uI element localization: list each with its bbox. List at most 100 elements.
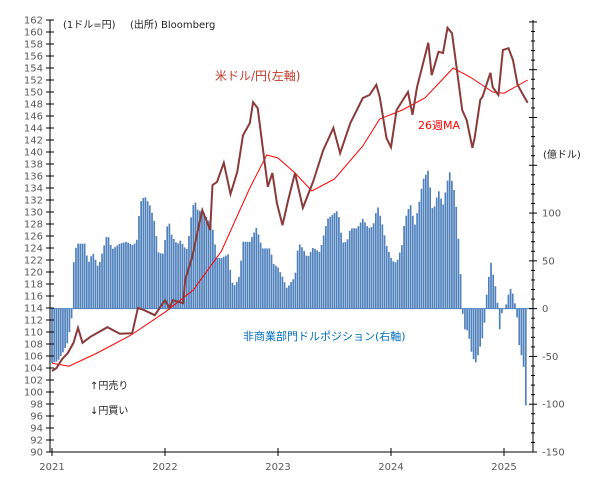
left-tick-label: 152 [24, 76, 43, 87]
left-tick-label: 150 [24, 88, 43, 99]
usdjpy-series-label: 米ドル/円(左軸) [215, 68, 300, 83]
right-tick-label: 100 [542, 209, 561, 220]
position-bar [342, 242, 345, 309]
left-tick-label: 120 [24, 268, 43, 279]
position-bar [296, 250, 299, 309]
position-bar [181, 244, 184, 309]
position-bar [183, 247, 186, 309]
position-bar [314, 248, 316, 309]
position-bar [403, 226, 405, 309]
position-bar [261, 248, 264, 309]
position-bar [196, 209, 199, 309]
left-tick-label: 96 [30, 412, 43, 423]
position-bar [146, 201, 149, 309]
position-bar [401, 245, 403, 309]
position-bar [85, 255, 88, 309]
position-bar [279, 272, 282, 309]
left-tick-label: 92 [30, 436, 43, 447]
position-bar [144, 197, 147, 309]
position-bar [309, 251, 312, 309]
position-bar [464, 308, 466, 330]
position-bar [142, 197, 145, 309]
position-bar [472, 308, 475, 360]
position-bar [325, 226, 327, 309]
position-bar [246, 241, 249, 309]
position-bar [138, 215, 140, 309]
source-label: (出所) Bloomberg [130, 18, 215, 31]
position-bar [188, 235, 190, 309]
left-tick-label: 108 [24, 340, 43, 351]
position-bar [424, 174, 427, 309]
position-bar [235, 281, 238, 309]
position-bar [398, 252, 401, 309]
position-bar [90, 256, 93, 309]
position-bar [429, 187, 432, 309]
position-bar [248, 241, 251, 309]
left-unit-label: (1ドル=円) [63, 20, 116, 31]
position-bar [112, 248, 114, 309]
left-tick-label: 144 [24, 124, 43, 135]
position-bar [272, 263, 275, 309]
position-bar [298, 244, 301, 309]
position-bar [129, 243, 132, 309]
right-tick-label: -150 [542, 448, 565, 459]
x-tick-label: 2025 [491, 462, 516, 473]
position-bars [51, 170, 527, 406]
position-bar [353, 228, 355, 309]
position-bar [212, 229, 214, 309]
right-tick-label: 50 [542, 256, 555, 267]
left-tick-label: 158 [24, 40, 43, 51]
position-bar [340, 232, 342, 309]
position-bar [259, 242, 262, 309]
left-tick-label: 116 [24, 292, 43, 303]
position-bar [335, 211, 338, 309]
position-bar [70, 308, 73, 319]
position-bar [285, 287, 288, 309]
left-tick-label: 100 [24, 388, 43, 399]
left-tick-label: 128 [24, 220, 43, 231]
position-bar [501, 308, 503, 314]
position-bar [164, 240, 166, 309]
position-bar [346, 239, 349, 309]
position-bar [396, 259, 399, 309]
left-tick-label: 118 [24, 280, 43, 291]
position-bar [385, 246, 388, 309]
position-bar [53, 308, 56, 363]
left-tick-label: 114 [24, 304, 43, 315]
position-bar [364, 222, 366, 309]
position-bar [166, 226, 169, 309]
position-bar [118, 243, 121, 309]
position-bar [470, 308, 473, 352]
position-bar [327, 218, 329, 309]
position-bar [268, 248, 271, 309]
position-bar [88, 261, 90, 309]
left-tick-label: 110 [24, 328, 43, 339]
position-bar [435, 197, 438, 309]
position-bar [516, 308, 518, 318]
position-bar [240, 260, 242, 309]
position-bar [318, 251, 321, 309]
right-tick-label: -50 [542, 352, 558, 363]
position-bar [292, 279, 295, 309]
yen-sell-annotation: ↑円売り [90, 379, 128, 392]
position-bar [477, 308, 479, 356]
position-bar [120, 243, 123, 309]
position-bar [83, 243, 86, 309]
left-tick-label: 124 [24, 244, 43, 255]
left-tick-label: 112 [24, 316, 43, 327]
position-bar [431, 208, 434, 309]
position-bar [355, 228, 358, 309]
position-bar [99, 261, 101, 309]
position-bar [116, 245, 119, 309]
left-tick-label: 148 [24, 100, 43, 111]
position-bar [94, 259, 97, 309]
position-bar [301, 247, 303, 309]
position-bar [62, 308, 64, 353]
position-bar [368, 227, 371, 309]
position-bar [514, 303, 516, 309]
position-series-label: 非商業部門ドルポジション(右軸) [243, 329, 406, 343]
position-bar [122, 242, 125, 309]
position-bar [498, 308, 501, 330]
position-bar [487, 276, 490, 309]
left-tick-label: 138 [24, 160, 43, 171]
